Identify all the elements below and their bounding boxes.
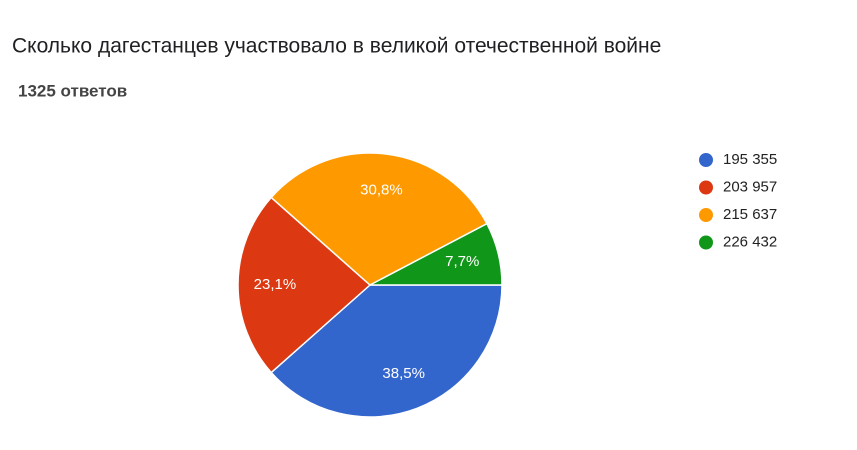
- legend-label: 203 957: [723, 178, 777, 195]
- pie-slice: [237, 196, 372, 374]
- legend-label: 195 355: [723, 151, 777, 168]
- legend-label: 215 637: [723, 206, 777, 223]
- legend-swatch: [699, 208, 713, 222]
- pie-slice: [270, 284, 503, 418]
- legend-label: 226 432: [723, 233, 777, 250]
- slice-label: 23,1%: [254, 276, 297, 293]
- legend-swatch: [699, 235, 713, 250]
- chart-title: Сколько дагестанцев участвовало в велико…: [12, 35, 661, 58]
- legend-swatch: [699, 153, 713, 167]
- slice-label: 7,7%: [445, 253, 479, 270]
- pie-slice: [369, 222, 503, 286]
- pie-slice: [270, 152, 488, 286]
- slice-label: 30,8%: [360, 182, 403, 199]
- slice-label: 38,5%: [382, 365, 425, 382]
- legend-swatch: [699, 180, 713, 195]
- chart-subtitle: 1325 ответов: [18, 81, 127, 100]
